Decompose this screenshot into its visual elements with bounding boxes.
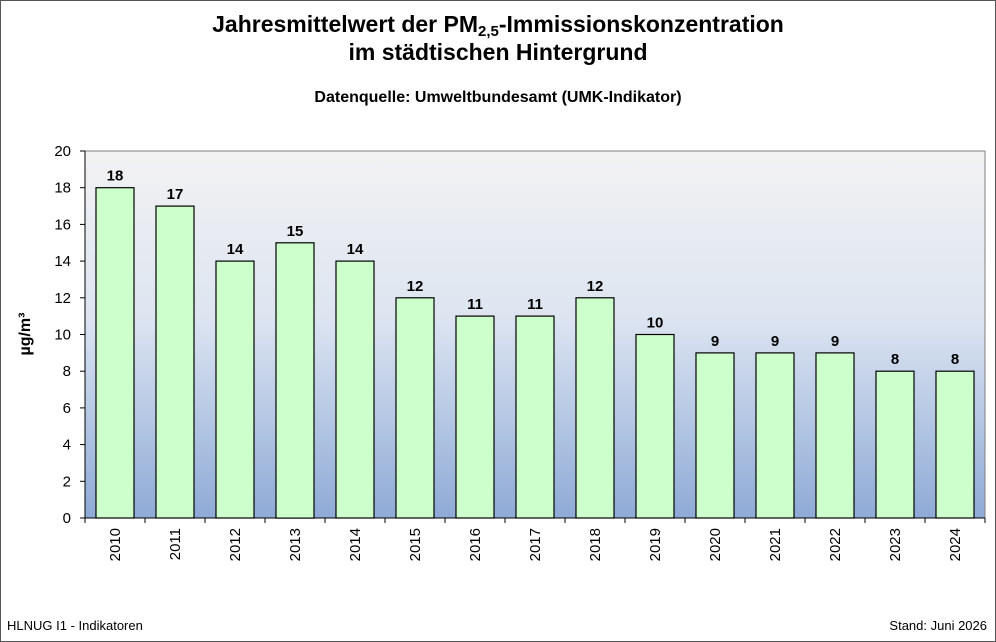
x-tick-label-2014: 2014 (347, 528, 364, 561)
x-tick-label-2018: 2018 (587, 528, 604, 561)
bar-2016 (455, 315, 495, 519)
x-tick-label-2013: 2013 (287, 528, 304, 561)
footer-source: HLNUG I1 - Indikatoren (7, 618, 143, 633)
data-label-2022: 9 (831, 333, 839, 350)
bar-2023 (875, 370, 915, 519)
bar-2022 (815, 352, 855, 519)
x-tick-label-2012: 2012 (227, 528, 244, 561)
x-tick-label-2020: 2020 (707, 528, 724, 561)
footer-date: Stand: Juni 2026 (889, 618, 987, 633)
y-tick-label-10: 10 (54, 327, 71, 344)
data-label-2024: 8 (951, 351, 959, 368)
bar-2014 (335, 260, 375, 519)
y-tick-label-2: 2 (63, 473, 71, 490)
title-prefix: Jahresmittelwert der PM (212, 11, 479, 37)
x-tick-label-2024: 2024 (947, 528, 964, 561)
y-tick-label-20: 20 (54, 143, 71, 160)
data-label-2018: 12 (587, 278, 604, 295)
y-tick-label-18: 18 (54, 180, 71, 197)
data-label-2017: 11 (527, 296, 543, 313)
x-tick-label-2015: 2015 (407, 528, 424, 561)
x-tick-label-2017: 2017 (527, 528, 544, 561)
bar-2024 (935, 370, 975, 519)
bar-2019 (635, 333, 675, 519)
data-label-2020: 9 (711, 333, 719, 350)
x-tick-label-2010: 2010 (107, 528, 124, 561)
chart-subtitle: Datenquelle: Umweltbundesamt (UMK-Indika… (314, 89, 682, 106)
bar-2020 (695, 352, 735, 519)
y-tick-label-4: 4 (63, 437, 71, 454)
y-tick-label-8: 8 (63, 363, 71, 380)
data-label-2016: 11 (467, 296, 483, 313)
y-axis-label: µg/m³ (17, 313, 34, 356)
x-tick-label-2019: 2019 (647, 528, 664, 561)
x-tick-label-2016: 2016 (467, 528, 484, 561)
y-tick-label-0: 0 (63, 510, 71, 527)
title-subscript: 2,5 (478, 23, 499, 40)
bar-2017 (515, 315, 555, 519)
y-tick-label-14: 14 (54, 253, 71, 270)
data-label-2015: 12 (407, 278, 424, 295)
data-label-2013: 15 (287, 223, 304, 240)
data-label-2014: 14 (347, 241, 364, 258)
y-tick-label-6: 6 (63, 400, 71, 417)
x-tick-label-2011: 2011 (167, 528, 184, 560)
data-label-2023: 8 (891, 351, 899, 368)
bar-2010 (95, 187, 135, 519)
data-label-2011: 17 (167, 186, 184, 203)
bar-2012 (215, 260, 255, 519)
bar-2011 (155, 205, 195, 519)
title-suffix: -Immissionskonzentration (498, 11, 784, 37)
bar-2021 (755, 352, 795, 519)
bar-2018 (575, 297, 615, 519)
data-label-2019: 10 (647, 315, 664, 332)
bar-2013 (275, 242, 315, 519)
bar-2015 (395, 297, 435, 519)
y-tick-label-12: 12 (54, 290, 71, 307)
data-label-2021: 9 (771, 333, 779, 350)
y-tick-label-16: 16 (54, 216, 71, 233)
x-tick-label-2021: 2021 (767, 528, 784, 561)
chart-title-line2: im städtischen Hintergrund (348, 39, 648, 65)
data-label-2010: 18 (107, 168, 124, 185)
x-tick-label-2022: 2022 (827, 528, 844, 561)
x-tick-label-2023: 2023 (887, 528, 904, 561)
chart-title-line1: Jahresmittelwert der PM2,5-Immissionskon… (0, 10, 996, 46)
data-label-2012: 14 (227, 241, 244, 258)
